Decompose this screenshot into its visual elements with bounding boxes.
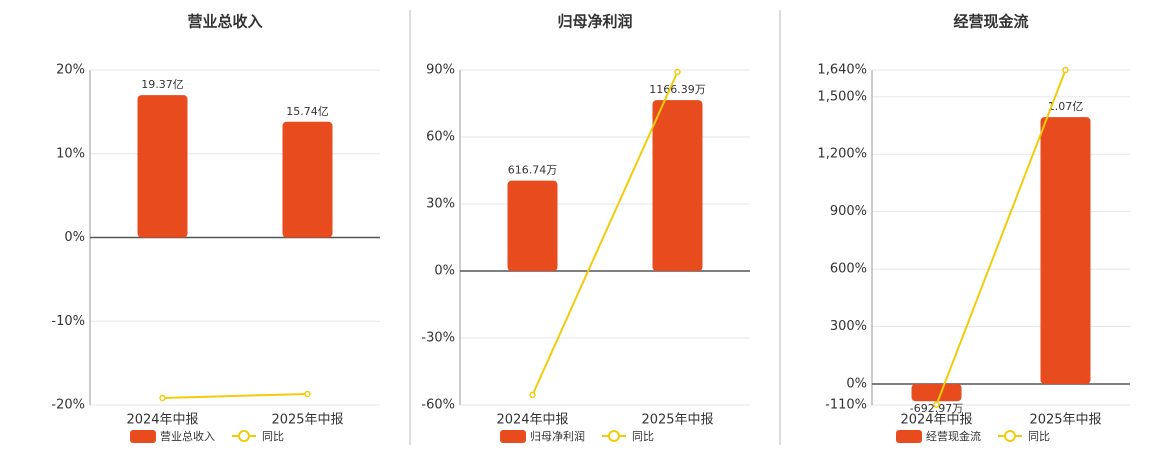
yoy-line (162, 392, 308, 399)
y-tick-label: 20% (56, 63, 85, 78)
value-label: 616.74万 (508, 164, 558, 177)
legend-swatch (500, 430, 526, 443)
value-label: 1.07亿 (1048, 100, 1084, 113)
yoy-point (674, 68, 681, 76)
bar (282, 121, 333, 238)
legend-swatch (238, 430, 250, 442)
value-label: 1166.39万 (649, 83, 706, 96)
legend-swatch (130, 430, 156, 443)
y-tick-label: -10% (51, 314, 85, 329)
bar (507, 180, 558, 271)
y-tick-label: 900% (830, 204, 867, 219)
yoy-point (159, 394, 166, 402)
y-tick-label: 600% (830, 262, 867, 277)
y-tick-label: 1,500% (817, 89, 867, 104)
bar (137, 95, 188, 238)
y-tick-label: -110% (825, 398, 867, 413)
x-tick-label: 2024年中报 (126, 413, 198, 428)
value-label: -692.97万 (910, 402, 963, 415)
y-tick-label: 30% (426, 197, 455, 212)
legend-label: 同比 (262, 430, 284, 443)
legend-label: 经营现金流 (926, 429, 981, 443)
value-label: 19.37亿 (141, 78, 184, 91)
y-tick-label: 1,640% (817, 63, 867, 78)
legend-label: 营业总收入 (160, 429, 215, 443)
bar (1040, 117, 1091, 384)
yoy-point (529, 391, 536, 399)
yoy-point (933, 401, 940, 408)
y-tick-label: 60% (426, 130, 455, 145)
y-tick-label: 0% (434, 264, 455, 279)
legend-label: 同比 (632, 430, 654, 443)
legend-swatch (896, 430, 922, 443)
y-tick-label: -30% (421, 331, 455, 346)
x-tick-label: 2025年中报 (641, 413, 713, 428)
yoy-line (935, 69, 1067, 405)
y-tick-label: 10% (56, 146, 85, 161)
legend-label: 归母净利润 (530, 429, 585, 443)
bar (911, 383, 962, 402)
chart-title: 归母净利润 (557, 13, 632, 31)
y-tick-label: 1,200% (817, 147, 867, 162)
yoy-point (1062, 66, 1069, 74)
bar (652, 100, 703, 272)
x-tick-label: 2025年中报 (271, 413, 343, 428)
yoy-line (531, 71, 679, 396)
y-tick-label: 300% (830, 319, 867, 334)
y-tick-label: 0% (64, 230, 85, 245)
yoy-point (304, 390, 311, 398)
legend-swatch (1004, 430, 1016, 442)
x-tick-label: 2024年中报 (496, 413, 568, 428)
legend-swatch (608, 430, 620, 442)
value-label: 15.74亿 (286, 105, 329, 118)
legend-label: 同比 (1028, 430, 1050, 443)
chart-title: 营业总收入 (187, 13, 262, 31)
y-tick-label: 90% (426, 63, 455, 78)
x-tick-label: 2025年中报 (1029, 413, 1101, 428)
y-tick-label: 0% (846, 376, 867, 391)
chart-title: 经营现金流 (953, 13, 1028, 31)
y-tick-label: -60% (421, 398, 455, 413)
y-tick-label: -20% (51, 398, 85, 413)
x-tick-label: 2024年中报 (900, 413, 972, 428)
